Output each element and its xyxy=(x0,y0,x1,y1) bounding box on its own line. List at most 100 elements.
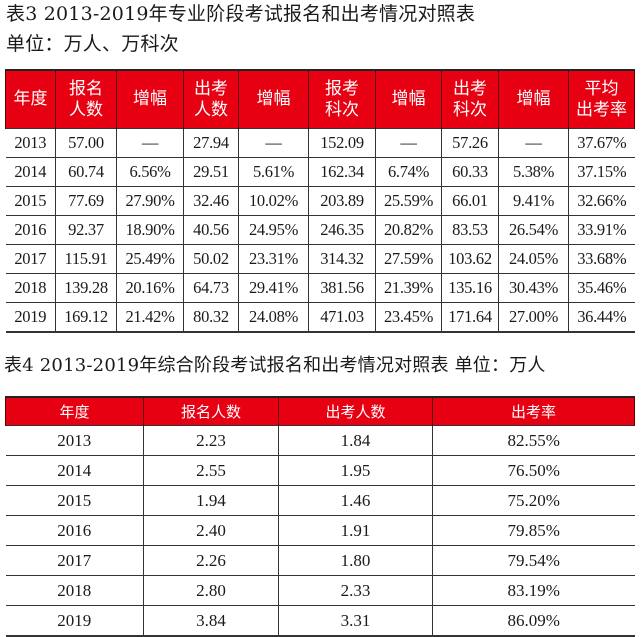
table-cell: 2.33 xyxy=(278,575,433,606)
table-cell: 83.53 xyxy=(441,215,499,245)
table-cell: 79.54% xyxy=(432,545,635,576)
table3-header-row: 年度 报名 人数 增幅 出考 人数 增幅 报考 科次 增幅 出考 科次 增幅 平均 出考率 xyxy=(5,69,635,129)
header-line: 人数 xyxy=(69,99,103,120)
table4-column-header: 出考人数 xyxy=(278,396,433,426)
table3-column-header: 增幅 xyxy=(375,69,442,129)
table-cell: 5.61% xyxy=(238,157,309,187)
table-cell: 27.94 xyxy=(183,128,239,158)
table-cell: 79.85% xyxy=(432,515,635,546)
header-line: 人数 xyxy=(194,99,228,120)
table-cell: 50.02 xyxy=(183,244,239,274)
table-cell: 2017 xyxy=(5,545,144,576)
header-line: 出考 xyxy=(194,78,228,99)
table-row: 2018 2.80 2.33 83.19% xyxy=(5,575,635,606)
table-cell: 2013 xyxy=(5,128,56,158)
table-row: 2014 60.74 6.56% 29.51 5.61% 162.34 6.74% 60.33… xyxy=(5,157,635,187)
table3-column-header: 出考 人数 xyxy=(183,69,239,129)
table4-column-header: 出考率 xyxy=(432,396,635,426)
table-row: 2013 57.00—27.94—152.09—57.26—37.67% xyxy=(5,128,635,158)
table-cell: 1.94 xyxy=(143,485,279,516)
header-line: 增幅 xyxy=(516,89,551,109)
table-cell: 2019 xyxy=(5,302,56,333)
table-cell: 6.56% xyxy=(116,157,184,187)
table-cell: 2.55 xyxy=(143,455,279,486)
header-line: 出考 xyxy=(453,78,487,99)
table-cell: 27.00% xyxy=(498,302,569,333)
table3-column-header: 增幅 xyxy=(238,69,309,129)
table-cell: 27.90% xyxy=(116,186,184,216)
table-cell: 2015 xyxy=(5,186,56,216)
table-row: 2015 1.94 1.46 75.20% xyxy=(5,485,635,516)
table-cell: 2014 xyxy=(5,455,144,486)
table-row: 2013 2.23 1.84 82.55% xyxy=(5,425,635,456)
table-cell: 29.51 xyxy=(183,157,239,187)
table-row: 2018 139.28 20.16% 64.73 29.41% 381.56 21.39% 1… xyxy=(5,273,635,303)
table-cell: 57.26 xyxy=(441,128,499,158)
table-cell: 60.74 xyxy=(55,157,117,187)
table-row: 2016 92.37 18.90% 40.56 24.95% 246.35 20.82% 83… xyxy=(5,215,635,245)
table-row: 2019 169.12 21.42% 80.32 24.08% 471.03 23.45% 1… xyxy=(5,302,635,333)
table-cell: 60.33 xyxy=(441,157,499,187)
table-cell: 471.03 xyxy=(308,302,376,333)
table-cell: 203.89 xyxy=(308,186,376,216)
header-line: 增幅 xyxy=(133,89,167,109)
table-cell: 2017 xyxy=(5,244,56,274)
table-cell: 24.95% xyxy=(238,215,309,245)
table-cell: 2018 xyxy=(5,273,56,303)
table3-title: 表3 2013-2019年专业阶段考试报名和出考情况对照表 xyxy=(6,3,476,25)
table-cell: 75.20% xyxy=(432,485,635,516)
table-cell: 169.12 xyxy=(55,302,117,333)
table4-header-row: 年度 报名人数 出考人数 出考率 xyxy=(5,396,635,426)
table-cell: 1.95 xyxy=(278,455,433,486)
table-cell: 2019 xyxy=(5,605,144,637)
table-cell: 76.50% xyxy=(432,455,635,486)
table-cell: 115.91 xyxy=(55,244,117,274)
table-cell: 314.32 xyxy=(308,244,376,274)
table-cell: 23.45% xyxy=(375,302,442,333)
table4-column-header: 报名人数 xyxy=(143,396,279,426)
table-cell: 77.69 xyxy=(55,186,117,216)
table-cell: 3.84 xyxy=(143,605,279,637)
table3-unit: 单位：万人、万科次 xyxy=(6,33,179,55)
table3-column-header: 增幅 xyxy=(498,69,569,129)
table3-column-header: 增幅 xyxy=(116,69,184,129)
table-cell: 82.55% xyxy=(432,425,635,456)
header-line: 科次 xyxy=(453,99,487,120)
table-cell: — xyxy=(498,128,569,158)
table-cell: 2.26 xyxy=(143,545,279,576)
table-cell: 24.05% xyxy=(498,244,569,274)
table-cell: 9.41% xyxy=(498,186,569,216)
table-cell: 2013 xyxy=(5,425,144,456)
table-row: 2015 77.69 27.90% 32.46 10.02% 203.89 25.59% 66… xyxy=(5,186,635,216)
table3-column-header: 报名 人数 xyxy=(55,69,117,129)
table-cell: 2018 xyxy=(5,575,144,606)
table-cell: 103.62 xyxy=(441,244,499,274)
table-cell: 2014 xyxy=(5,157,56,187)
table-row: 2016 2.40 1.91 79.85% xyxy=(5,515,635,546)
table-cell: 139.28 xyxy=(55,273,117,303)
table-cell: 33.91% xyxy=(568,215,635,245)
table-cell: 35.46% xyxy=(568,273,635,303)
table-cell: 20.16% xyxy=(116,273,184,303)
header-line: 出考率 xyxy=(576,99,627,120)
table4-title: 表4 2013-2019年综合阶段考试报名和出考情况对照表 单位：万人 xyxy=(4,355,546,376)
table-cell: — xyxy=(116,128,184,158)
table-row: 2019 3.84 3.31 86.09% xyxy=(5,605,635,637)
header-line: 科次 xyxy=(325,99,359,120)
table-cell: 10.02% xyxy=(238,186,309,216)
table-cell: 32.66% xyxy=(568,186,635,216)
header-line: 增幅 xyxy=(256,89,291,109)
header-line: 增幅 xyxy=(391,89,426,109)
table-cell: 21.42% xyxy=(116,302,184,333)
table-cell: 29.41% xyxy=(238,273,309,303)
table-cell: 21.39% xyxy=(375,273,442,303)
table-cell: 83.19% xyxy=(432,575,635,606)
table-cell: 57.00 xyxy=(55,128,117,158)
table-cell: 24.08% xyxy=(238,302,309,333)
table-cell: 27.59% xyxy=(375,244,442,274)
table-cell: — xyxy=(375,128,442,158)
table-cell: 2.40 xyxy=(143,515,279,546)
table4-comprehensive-stage: 年度 报名人数 出考人数 出考率 2013 2.23 1.84 82.55% 2014 2.55… xyxy=(5,396,635,637)
table-cell: 5.38% xyxy=(498,157,569,187)
table-cell: 25.59% xyxy=(375,186,442,216)
